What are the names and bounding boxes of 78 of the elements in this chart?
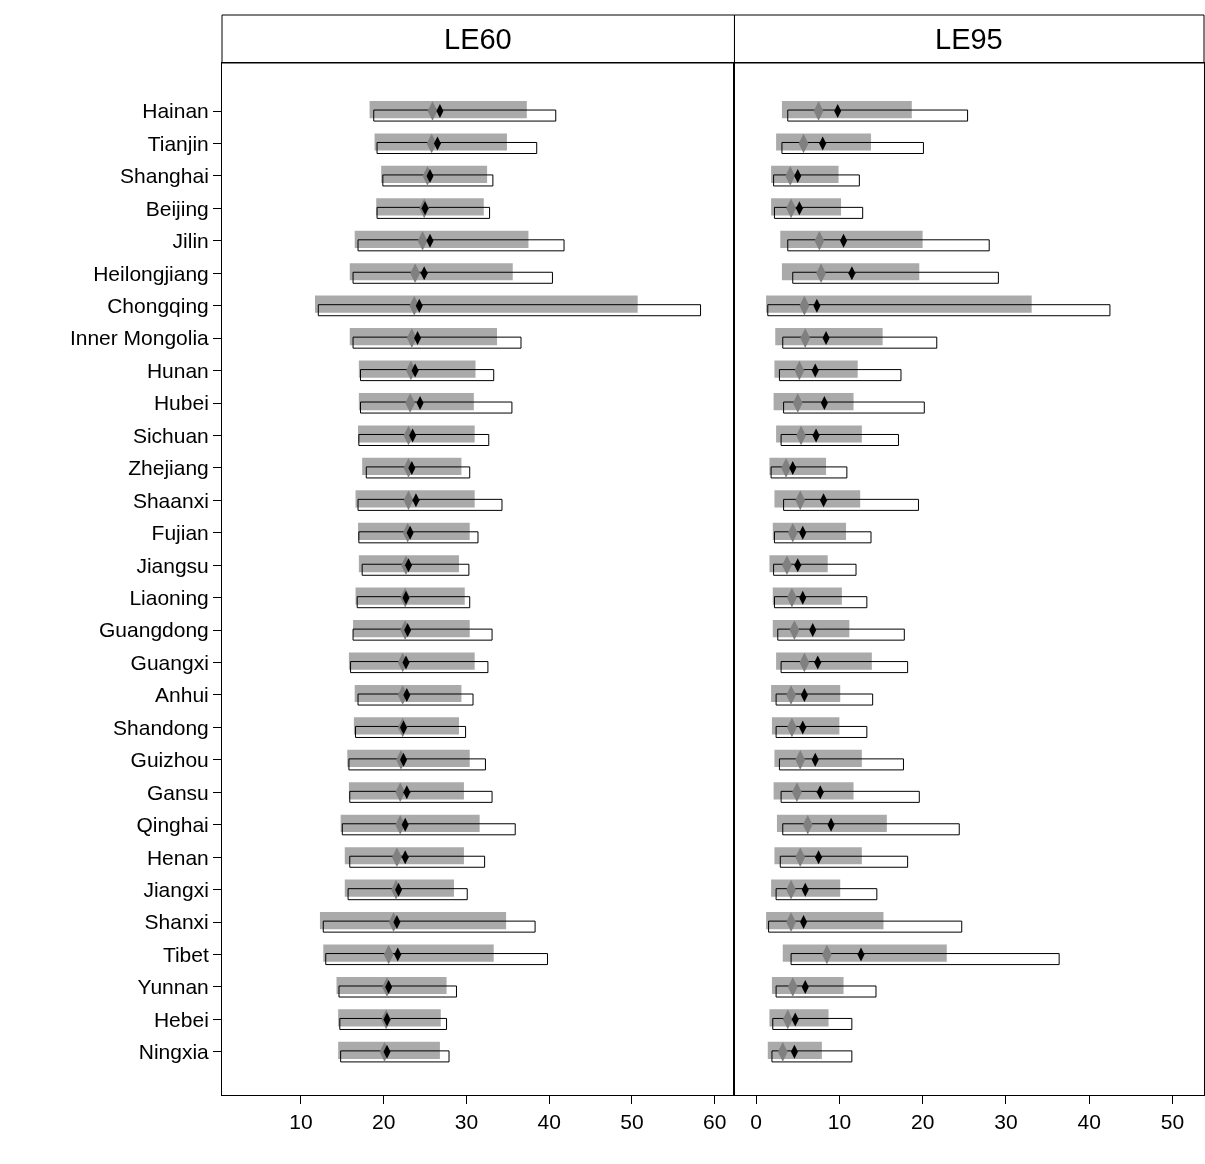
bar (340, 1050, 450, 1063)
x-tick-label: 60 (702, 1110, 727, 1134)
y-tick-label: Guizhou (130, 748, 209, 772)
chart-title: LE60 (444, 23, 512, 55)
y-tick-label: Beijing (145, 196, 209, 220)
bar (315, 295, 638, 313)
bar (780, 790, 920, 803)
x-tick-label: 20 (371, 1110, 396, 1134)
y-tick-label: Henan (146, 845, 209, 869)
y-tick-label: Fujian (151, 521, 209, 545)
chart-title: LE95 (935, 23, 1003, 55)
y-tick-label: Ningxia (138, 1040, 210, 1064)
y-tick-label: Hebei (153, 1007, 209, 1031)
y-tick-label: Shaanxi (132, 488, 209, 512)
y-tick-label: Hunan (146, 358, 209, 382)
bar (777, 628, 905, 641)
x-tick-label: 50 (1160, 1110, 1185, 1134)
bar (350, 661, 489, 674)
x-tick-label: 10 (827, 1110, 852, 1134)
x-tick-label: 0 (750, 1110, 762, 1134)
y-tick-label: Gansu (146, 780, 209, 804)
bar (781, 141, 924, 155)
x-tick-label: 40 (1077, 1110, 1101, 1134)
y-tick-label: Hainan (142, 99, 209, 123)
bar (775, 725, 868, 738)
bar (782, 944, 947, 962)
bar (352, 271, 553, 284)
y-tick-label: Zhejiang (128, 456, 209, 480)
bar (357, 498, 503, 511)
bar (349, 855, 486, 868)
bar (773, 563, 857, 576)
y-tick-label: Jilin (172, 229, 209, 253)
bar (780, 230, 923, 248)
bar (357, 239, 565, 252)
y-tick-label: Jiangsu (136, 553, 209, 577)
y-tick-label: Sichuan (132, 423, 209, 447)
bar (772, 1017, 853, 1030)
x-tick-label: 10 (289, 1110, 313, 1134)
y-tick-label: Guangxi (130, 650, 209, 674)
bar (382, 174, 494, 187)
y-tick-label: Jiangxi (143, 877, 209, 901)
bar (358, 433, 490, 446)
x-tick-label: 50 (620, 1110, 644, 1134)
bar (357, 693, 474, 706)
x-tick-label: 30 (454, 1110, 479, 1134)
y-tick-label: Tianjin (147, 131, 209, 155)
bar (360, 401, 513, 414)
bar (373, 109, 557, 122)
y-tick-label: Guangdong (99, 618, 209, 642)
bar (792, 271, 999, 284)
y-tick-label: Yunnan (137, 975, 209, 999)
y-tick-label: Shanxi (144, 910, 209, 934)
bar (782, 823, 960, 836)
bar (354, 230, 529, 248)
y-tick-label: Heilongjiang (93, 261, 209, 285)
y-tick-label: Hubei (153, 391, 209, 415)
y-tick-label: Chongqing (107, 294, 209, 318)
x-tick-label: 40 (537, 1110, 561, 1134)
bar (339, 1017, 448, 1030)
y-tick-label: Tibet (162, 942, 209, 966)
bar (376, 141, 538, 155)
bar (355, 587, 465, 605)
bar (780, 433, 899, 446)
bar (782, 336, 938, 349)
y-tick-label: Anhui (155, 683, 209, 707)
y-tick-label: Shandong (113, 715, 209, 739)
bar (349, 790, 493, 803)
y-tick-label: Inner Mongolia (69, 326, 210, 350)
x-tick-label: 30 (994, 1110, 1018, 1134)
y-tick-label: Qinghai (136, 813, 209, 837)
y-tick-label: Liaoning (129, 586, 209, 609)
bar (356, 596, 471, 609)
x-tick-label: 20 (910, 1110, 935, 1134)
bar (322, 920, 536, 933)
bar (376, 206, 491, 219)
bar (773, 206, 864, 219)
bar (766, 295, 1032, 313)
y-tick-label: Shanghai (120, 164, 209, 188)
